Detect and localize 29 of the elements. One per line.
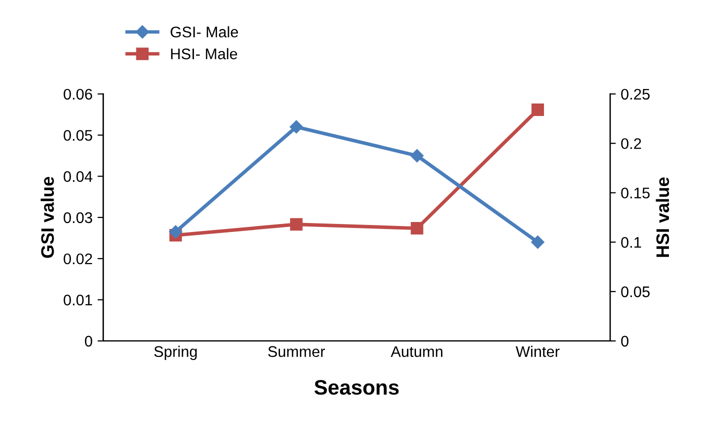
y2-tick-label: 0.1 [621,237,642,248]
point [410,222,424,235]
point [290,218,303,231]
x-axis-title: Seasons [314,380,399,395]
y-tick-label: 0.03 [64,212,92,224]
x-tick-label: Winter [516,346,560,358]
point [531,236,544,249]
point [169,225,182,238]
y-axis-title: GSI value [40,176,54,258]
y2-tick-label: 0.2 [621,138,642,150]
legend-label: HSI- Male [171,48,238,60]
y-tick-label: 0.04 [64,171,92,182]
y2-tick-label: 0.15 [621,188,650,198]
y-tick-label: 0.02 [64,253,92,264]
y2-tick-label: 0.05 [621,286,650,298]
point [410,149,424,162]
x-tick-label: Summer [268,346,325,358]
y2-tick-label: 0 [621,336,628,347]
y-tick-label: 0.06 [64,88,92,100]
x-tick-label: Autumn [390,346,442,358]
point [290,120,303,134]
y-tick-label: 0.05 [64,130,92,141]
y-tick-label: 0 [84,336,92,347]
x-tick-label: Spring [154,346,197,360]
legend-label: GSI- Male [170,26,238,38]
y-tick-label: 0.01 [64,294,92,306]
y2-axis-title: HSI value [656,177,670,257]
y2-tick-label: 0.25 [621,88,650,100]
point [531,104,544,116]
